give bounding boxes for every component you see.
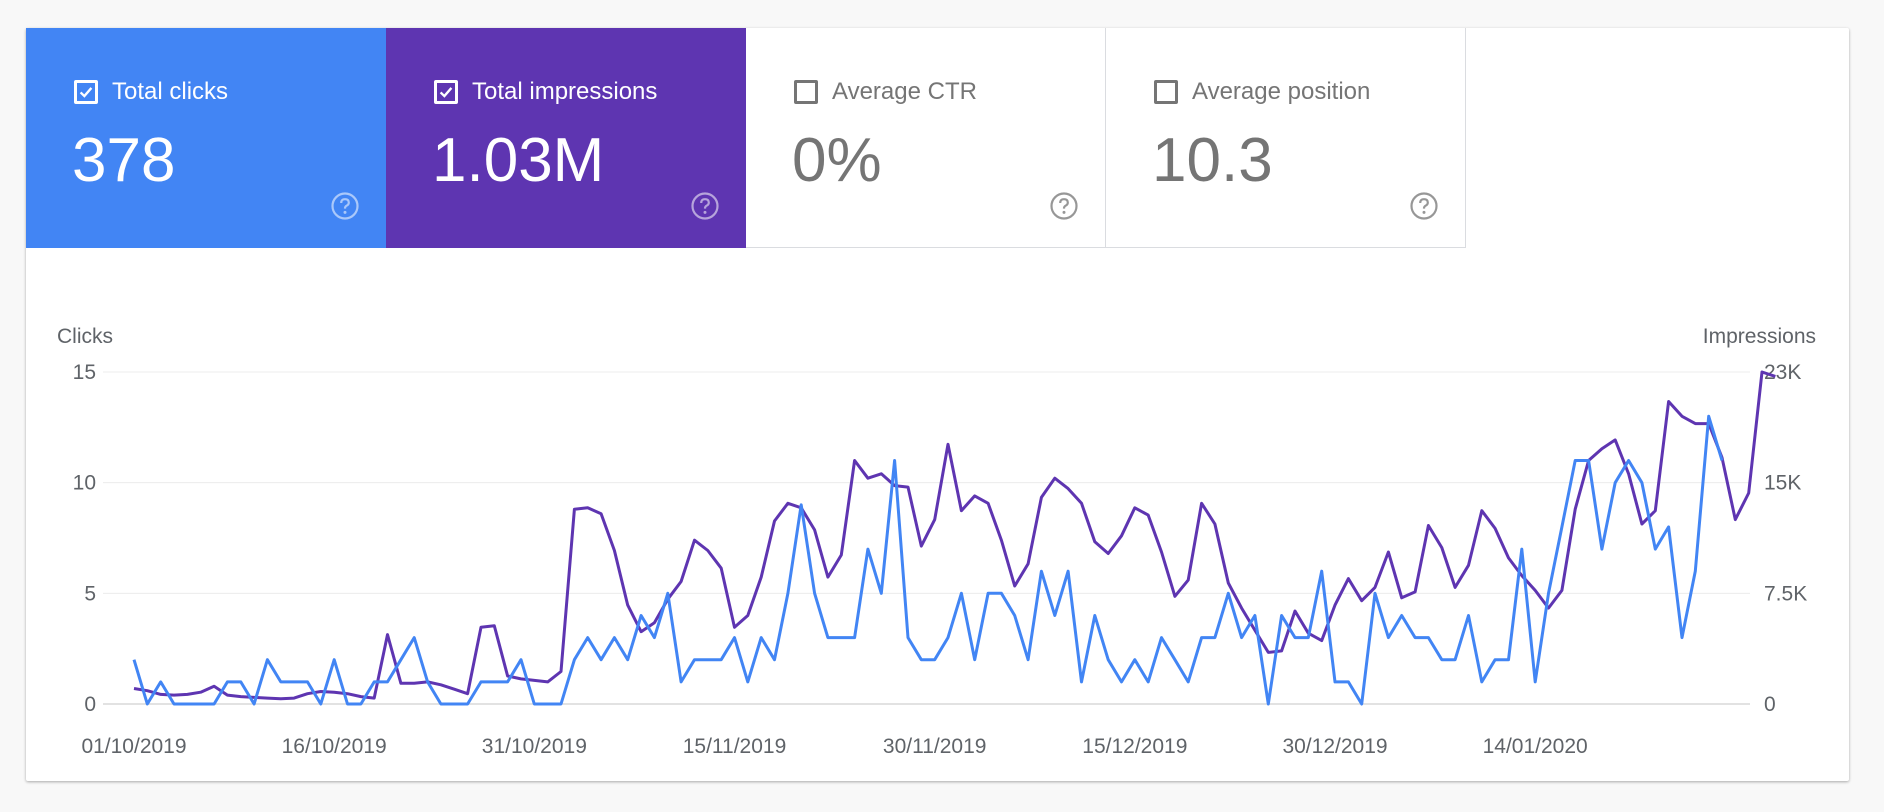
x-tick-label: 15/11/2019 <box>683 735 787 758</box>
metric-value: 378 <box>72 126 176 195</box>
left-axis-title: Clicks <box>57 325 113 348</box>
left-tick-label: 10 <box>73 472 96 495</box>
right-tick-label: 15K <box>1764 472 1801 495</box>
help-circle-icon[interactable] <box>1409 191 1439 221</box>
chart-svg: 0 5 10 15 0 7.5K 15K 23K 01/10/2019 16/10/2019 31/… <box>73 361 1808 758</box>
checkbox-empty-icon[interactable] <box>794 80 818 104</box>
metric-label: Total clicks <box>112 78 229 105</box>
metric-value: 0% <box>792 126 882 195</box>
metric-total-impressions[interactable]: Total impressions 1.03M <box>386 28 746 248</box>
left-tick-label: 5 <box>84 582 96 605</box>
checkbox-empty-icon[interactable] <box>1154 80 1178 104</box>
x-tick-label: 30/11/2019 <box>883 735 987 758</box>
metric-label: Total impressions <box>472 78 658 105</box>
help-circle-icon[interactable] <box>1049 191 1079 221</box>
right-tick-label: 23K <box>1764 361 1801 384</box>
help-circle-icon[interactable] <box>330 191 360 221</box>
right-axis-title: Impressions <box>1702 325 1816 348</box>
x-tick-label: 15/12/2019 <box>1082 735 1187 758</box>
metric-average-ctr[interactable]: Average CTR 0% <box>746 28 1106 248</box>
x-tick-label: 01/10/2019 <box>81 735 186 758</box>
checkbox-checked-icon[interactable] <box>434 80 458 104</box>
x-tick-label: 16/10/2019 <box>282 735 387 758</box>
metric-value: 1.03M <box>432 126 605 195</box>
performance-card: Total clicks 378 Total impressions 1.03M <box>26 28 1849 781</box>
x-tick-label: 14/01/2020 <box>1483 735 1588 758</box>
metric-value: 10.3 <box>1152 126 1273 195</box>
help-circle-icon[interactable] <box>690 191 720 221</box>
metric-total-clicks[interactable]: Total clicks 378 <box>26 28 386 248</box>
metric-average-position[interactable]: Average position 10.3 <box>1106 28 1466 248</box>
series-line-clicks <box>132 414 1724 706</box>
left-tick-label: 15 <box>73 361 96 384</box>
x-tick-label: 31/10/2019 <box>482 735 587 758</box>
x-tick-label: 30/12/2019 <box>1282 735 1387 758</box>
left-tick-label: 0 <box>84 693 96 716</box>
checkbox-checked-icon[interactable] <box>74 80 98 104</box>
performance-chart: Clicks Impressions 0 5 10 15 0 7.5K 15K 23K 01/1… <box>26 248 1849 781</box>
metric-label: Average position <box>1192 78 1371 105</box>
metric-label: Average CTR <box>832 78 977 105</box>
series-line-impressions <box>133 370 1776 701</box>
metric-tabs: Total clicks 378 Total impressions 1.03M <box>26 28 1466 248</box>
right-tick-label: 7.5K <box>1764 582 1807 605</box>
right-tick-label: 0 <box>1764 693 1776 716</box>
